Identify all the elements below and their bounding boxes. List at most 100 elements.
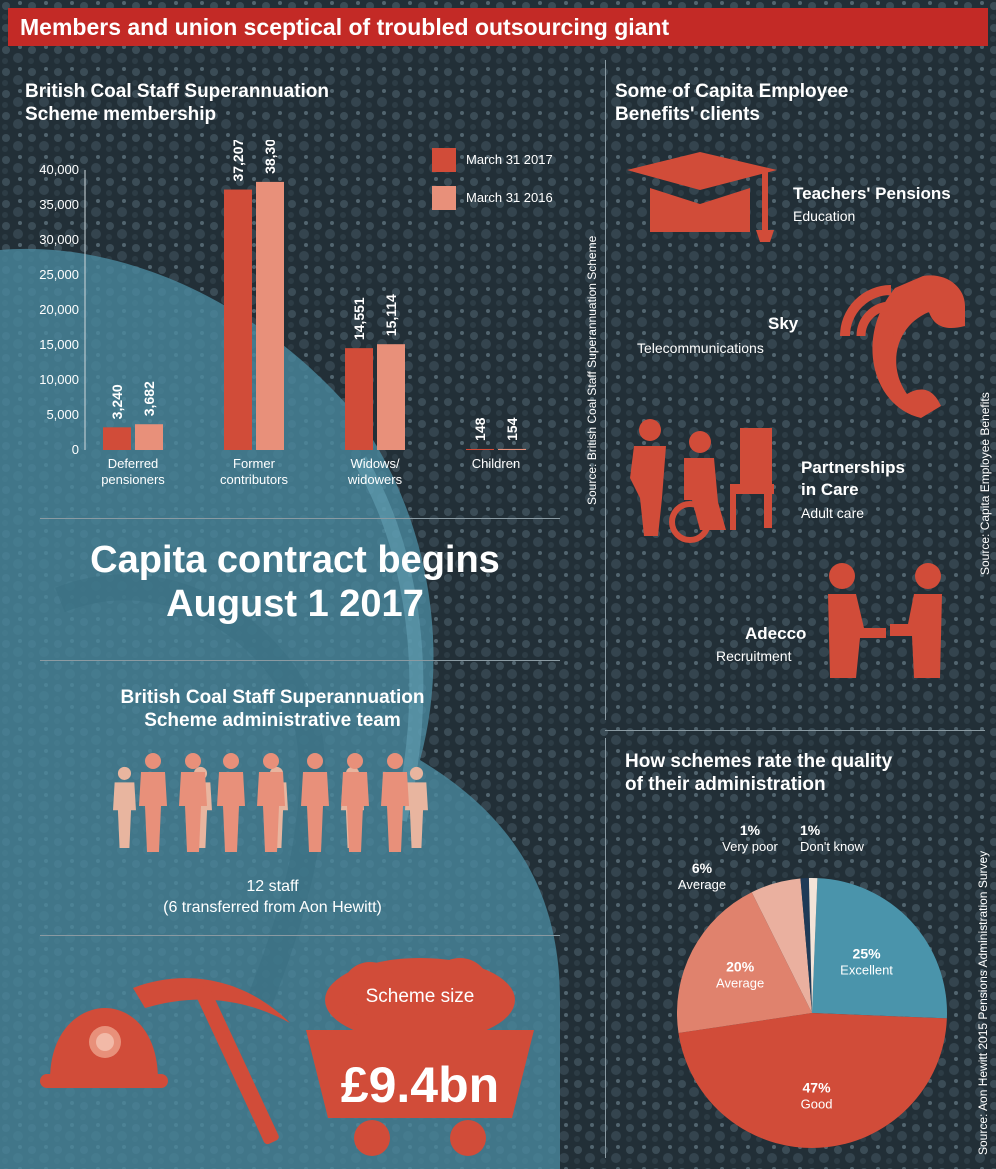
pie-pct-label: 6% xyxy=(692,860,713,876)
legend-swatch xyxy=(432,148,456,172)
category-label: contributors xyxy=(220,472,288,487)
y-tick-label: 0 xyxy=(72,442,79,457)
bar-2017 xyxy=(224,189,252,450)
pie-source: Source: Aon Hewitt 2015 Pensions Adminis… xyxy=(976,850,990,1155)
category-label: Widows/ xyxy=(350,456,400,471)
person-body xyxy=(381,772,409,852)
person-head xyxy=(223,753,239,769)
membership-title: British Coal Staff Superannuation Scheme… xyxy=(25,81,330,125)
person-head xyxy=(307,753,323,769)
person-icon xyxy=(217,753,245,852)
bar-2016 xyxy=(498,448,526,450)
pie-category-label: Average xyxy=(716,976,764,991)
clients-title: Some of Capita Employee Benefits' client… xyxy=(615,81,849,125)
legend-swatch xyxy=(432,186,456,210)
pie-slice xyxy=(751,878,812,1013)
bar-2016 xyxy=(135,424,163,450)
divider-1 xyxy=(40,518,560,519)
person-body xyxy=(179,772,207,852)
bar-2017 xyxy=(466,448,494,450)
pie-category-label: Don't know xyxy=(800,839,865,854)
staff-icons xyxy=(113,753,428,852)
y-tick-label: 15,000 xyxy=(39,337,79,352)
client-sector-education: Education xyxy=(793,208,856,224)
bar-value-label: 154 xyxy=(504,417,520,441)
handshake-icon xyxy=(828,563,942,678)
divider-2 xyxy=(40,660,560,661)
person-head xyxy=(347,753,363,769)
client-name-sky: Sky xyxy=(768,314,799,333)
legend-label: March 31 2016 xyxy=(466,190,553,205)
graduation-cap-icon xyxy=(627,152,777,242)
y-tick-label: 20,000 xyxy=(39,302,79,317)
pie-slice xyxy=(812,878,947,1019)
person-body xyxy=(139,772,167,852)
category-label: Former xyxy=(233,456,276,471)
person-body xyxy=(257,772,285,852)
person-icon xyxy=(179,753,207,852)
y-tick-label: 30,000 xyxy=(39,232,79,247)
bar-value-label: 15,114 xyxy=(383,294,399,336)
phone-icon xyxy=(840,275,965,418)
client-sector-recruitment: Recruitment xyxy=(716,648,792,664)
scheme-size-value: £9.4bn xyxy=(340,1057,500,1113)
membership-bar-chart: 0 5,000 10,000 15,000 20,000 25,000 30,000 35,0… xyxy=(39,140,553,487)
y-tick-label: 10,000 xyxy=(39,372,79,387)
person-icon xyxy=(113,766,136,848)
pie-category-label: Very poor xyxy=(722,839,778,854)
care-icon xyxy=(630,419,774,543)
person-icon xyxy=(139,753,167,852)
client-sector-adultcare: Adult care xyxy=(801,505,865,521)
category-label: Children xyxy=(472,456,520,471)
bar-2016 xyxy=(256,181,284,450)
person-body xyxy=(217,772,245,852)
divider-3 xyxy=(40,935,560,936)
category-label: widowers xyxy=(347,472,403,487)
pie-slice xyxy=(678,1013,947,1148)
pie-pct-label: 1% xyxy=(800,822,821,838)
client-name-partnerships: Partnerships in Care xyxy=(801,458,905,499)
bar-value-label: 14,551 xyxy=(351,297,367,340)
person-head xyxy=(145,753,161,769)
category-label: pensioners xyxy=(101,472,165,487)
pie-slice xyxy=(808,878,818,1013)
pie-category-label: Average xyxy=(678,877,726,892)
bar-2016 xyxy=(377,344,405,450)
pie-title: How schemes rate the quality of their ad… xyxy=(625,751,893,795)
membership-source: Source: British Coal Staff Superannuatio… xyxy=(585,235,599,505)
pie-category-label: Good xyxy=(801,1097,833,1112)
person-body xyxy=(113,782,136,848)
y-tick-label: 25,000 xyxy=(39,267,79,282)
person-head xyxy=(185,753,201,769)
hard-hat-icon xyxy=(40,1008,168,1088)
person-icon xyxy=(405,766,428,848)
pie-category-label: Excellent xyxy=(840,963,893,978)
pie-pct-label: 1% xyxy=(740,822,761,838)
person-body xyxy=(341,772,369,852)
person-body xyxy=(301,772,329,852)
column-divider xyxy=(605,60,606,720)
pie-pct-label: 20% xyxy=(726,959,755,975)
team-title: British Coal Staff Superannuation Scheme… xyxy=(120,687,425,731)
pickaxe-icon xyxy=(133,978,290,1145)
client-name-adecco: Adecco xyxy=(745,624,807,643)
pie-slice xyxy=(800,878,812,1013)
person-icon xyxy=(301,753,329,852)
column-divider-lower xyxy=(605,738,606,1158)
client-sector-telecom: Telecommunications xyxy=(637,340,764,356)
y-tick-label: 35,000 xyxy=(39,197,79,212)
person-head xyxy=(387,753,403,769)
pie-pct-label: 25% xyxy=(853,946,882,962)
bar-value-label: 148 xyxy=(472,417,488,441)
person-icon xyxy=(257,753,285,852)
capita-contract-headline: Capita contract begins August 1 2017 xyxy=(90,539,500,625)
person-head xyxy=(263,753,279,769)
legend-label: March 31 2017 xyxy=(466,152,553,167)
y-tick-label: 5,000 xyxy=(46,407,79,422)
person-head xyxy=(117,766,132,780)
bar-value-label: 3,240 xyxy=(109,384,125,419)
right-divider xyxy=(605,730,985,731)
bar-value-label: 3,682 xyxy=(141,381,157,416)
bar-2017 xyxy=(103,427,131,450)
